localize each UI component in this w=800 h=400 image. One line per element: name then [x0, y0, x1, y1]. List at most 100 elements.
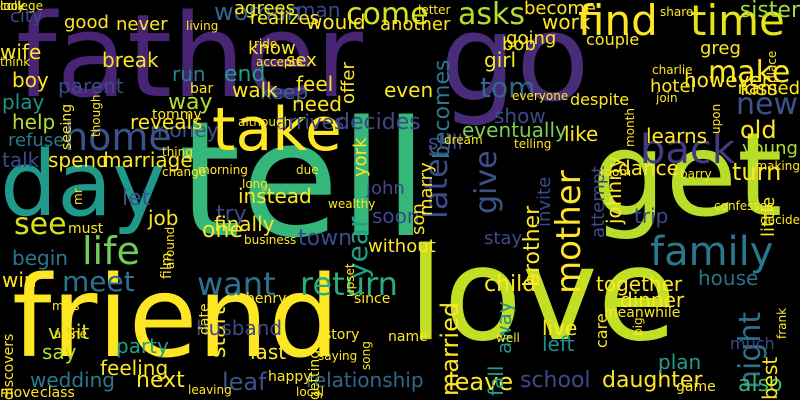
word-much: much [730, 334, 775, 353]
word-well: well [496, 331, 520, 345]
word-become: become [524, 0, 597, 19]
word-fall: fall [484, 365, 508, 396]
word-realizes: realizes [250, 8, 320, 29]
word-next: next [136, 368, 185, 393]
word-frank: frank [775, 308, 789, 340]
word-john: john [366, 178, 405, 199]
word-accepts: accepts [256, 55, 303, 69]
word-long: long [242, 177, 268, 191]
word-help: help [12, 110, 56, 134]
word-though: though [89, 94, 103, 137]
word-meet: meet [62, 265, 135, 298]
word-feeling: feeling [100, 356, 169, 380]
word-although: although [238, 115, 292, 129]
word-dream: dream [444, 133, 483, 147]
word-leaf: leaf [222, 368, 267, 396]
word-thing: thing [162, 145, 193, 159]
word-give: give [469, 150, 504, 215]
word-change: change [162, 165, 207, 179]
word-bar: bar [190, 81, 214, 97]
word-must: must [68, 221, 104, 237]
word-life: life [82, 229, 140, 273]
word-boy: boy [12, 68, 49, 92]
word-living: living [186, 19, 219, 33]
word-old: old [740, 116, 777, 144]
word-relationship: relationship [306, 368, 424, 392]
word-game: game [676, 379, 716, 395]
word-going: going [506, 28, 557, 49]
word-man: man [296, 0, 341, 22]
word-place: place [765, 50, 779, 84]
word-talk: talk [2, 148, 40, 172]
word-family: family [650, 229, 774, 275]
word-decides: decides [336, 110, 421, 135]
word-join: join [656, 91, 678, 105]
word-charlie: charlie [652, 63, 693, 77]
word-walk: walk [232, 78, 278, 102]
word-live: live [542, 316, 578, 340]
word-last: last [250, 340, 287, 364]
word-refuse: refuse [8, 130, 65, 151]
word-parent: parent [58, 74, 124, 98]
word-home: home [64, 115, 172, 159]
word-hotel: hotel [650, 76, 696, 97]
word-feel: feel [296, 72, 334, 96]
word-break: break [102, 48, 159, 72]
word-spend: spend [48, 148, 109, 172]
word-date: date [197, 303, 213, 335]
word-couple: couple [586, 30, 640, 49]
word-friend: friend [12, 253, 340, 383]
word-instead: instead [238, 184, 312, 208]
word-soon: soon [372, 204, 420, 228]
word-trip: trip [634, 204, 669, 228]
word-money: money [150, 118, 219, 142]
word-new: new [736, 87, 799, 122]
word-say: say [42, 340, 77, 364]
word-leave: leave [448, 368, 514, 396]
word-try: try [216, 202, 247, 227]
word-decide: decide [760, 213, 800, 227]
word-despite: despite [570, 90, 630, 109]
word-song: song [359, 340, 373, 370]
word-wealthy: wealthy [328, 197, 376, 211]
word-ride: ride [254, 37, 278, 51]
word-work: work [542, 10, 591, 34]
word-husband: husband [196, 316, 283, 340]
word-back: back [640, 127, 736, 173]
word-woman: woman [214, 0, 302, 26]
word-telling: telling [514, 137, 552, 151]
word-think: think [0, 55, 31, 69]
word-married: married [436, 302, 464, 397]
word-share: share [660, 5, 694, 19]
word-bob: bob [502, 34, 536, 55]
word-invite: invite [534, 176, 555, 227]
word-alone: alone [54, 327, 88, 341]
word-want: want [197, 265, 276, 303]
word-win: win [2, 268, 37, 292]
word-return: return [300, 265, 398, 303]
word-everyone: everyone [512, 89, 569, 103]
word-wedding: wedding [30, 368, 115, 392]
word-lucy: lucy [0, 0, 25, 13]
word-see: see [14, 207, 67, 242]
word-daughter: daughter [602, 368, 703, 393]
word-upon: upon [709, 103, 723, 134]
word-kiss: kiss [740, 76, 778, 100]
word-month: month [623, 108, 637, 148]
word-letter: letter [418, 3, 451, 17]
word-making: making [755, 159, 800, 173]
word-name: name [388, 329, 428, 345]
word-party: party [116, 334, 169, 358]
word-young: young [742, 138, 798, 159]
word-go: go [440, 0, 590, 129]
word-sex: sex [286, 50, 317, 71]
word-take: take [212, 95, 342, 165]
word-never: never [116, 14, 168, 35]
word-like: like [564, 122, 599, 146]
word-upset: upset [343, 263, 357, 298]
word-child: child [484, 272, 537, 297]
word-make: make [708, 55, 791, 90]
word-get: get [592, 108, 783, 243]
word-stay: stay [484, 228, 523, 249]
